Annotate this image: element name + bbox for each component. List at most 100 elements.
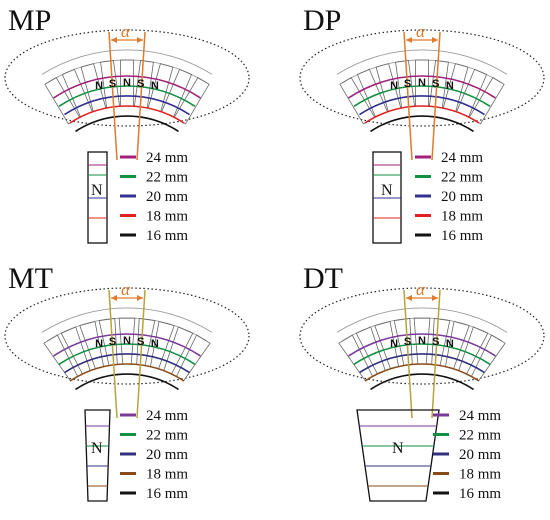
alpha-boundary-line	[136, 31, 146, 161]
magnet-n-label: N	[392, 440, 404, 457]
legend-label: 20 mm	[146, 447, 188, 463]
legend-label: 16 mm	[146, 228, 188, 244]
radius-arc-20mm	[64, 353, 190, 374]
pole-label: N	[418, 335, 426, 347]
pole-label: N	[151, 80, 159, 92]
magnet-block	[338, 334, 374, 382]
legend-label: 18 mm	[146, 467, 188, 483]
pole-label: S	[432, 78, 439, 90]
magnet-n-label: N	[381, 182, 393, 199]
pole-label: S	[137, 78, 144, 90]
magnet-block	[470, 334, 506, 382]
pole-label: N	[95, 338, 103, 350]
radius-arc-20mm	[64, 95, 190, 116]
alpha-boundary-line	[431, 289, 441, 419]
panel-title: MT	[8, 262, 53, 295]
legend-item: 24 mm	[120, 408, 188, 424]
legend-item: 22 mm	[433, 428, 501, 444]
magnet-cross-section	[87, 151, 108, 244]
pole-label: N	[123, 335, 131, 347]
radius-arc-16mm	[370, 373, 474, 391]
alpha-boundary-line	[403, 31, 413, 161]
radius-arc-24mm	[53, 75, 201, 99]
magnet-cross-section	[84, 409, 111, 502]
legend-label: 20 mm	[441, 189, 483, 205]
radius-arc-18mm	[364, 363, 480, 382]
legend-label: 24 mm	[459, 408, 501, 424]
alpha-arrowhead	[406, 295, 412, 301]
pole-label: S	[137, 336, 144, 348]
legend-label: 22 mm	[146, 170, 188, 186]
legend-label: 18 mm	[459, 467, 501, 483]
legend-item: 16 mm	[120, 228, 188, 244]
legend-item: 22 mm	[415, 170, 483, 186]
boundary-ellipse	[4, 29, 250, 127]
legend-item: 18 mm	[433, 467, 501, 483]
legend-item: 24 mm	[120, 150, 188, 166]
legend-item: 20 mm	[120, 447, 188, 463]
legend-item: 22 mm	[120, 428, 188, 444]
magnet-block	[44, 77, 81, 125]
radius-arc-20mm	[359, 353, 485, 374]
boundary-ellipse	[4, 287, 250, 385]
stator-outline-arc	[336, 307, 508, 333]
legend-label: 22 mm	[441, 170, 483, 186]
legend-item: 24 mm	[433, 408, 501, 424]
legend-label: 20 mm	[459, 447, 501, 463]
magnet-cross-section	[372, 151, 402, 244]
radius-arc-22mm	[58, 85, 196, 107]
radius-arc-16mm	[75, 115, 179, 133]
radius-arc-22mm	[58, 343, 196, 365]
alpha-boundary-line	[108, 289, 118, 419]
pole-label: S	[109, 78, 116, 90]
radius-arc-24mm	[348, 75, 496, 99]
boundary-ellipse	[299, 287, 545, 385]
alpha-arrowhead	[432, 295, 438, 301]
radius-arc-22mm	[353, 85, 491, 107]
legend-item: 16 mm	[415, 228, 483, 244]
alpha-label: α	[121, 280, 131, 299]
pole-label: N	[446, 80, 454, 92]
pole-label: S	[109, 336, 116, 348]
magnet-block	[173, 77, 210, 125]
legend-item: 20 mm	[120, 189, 188, 205]
radius-arc-20mm	[359, 95, 485, 116]
magnet-block	[175, 334, 211, 382]
legend-label: 18 mm	[146, 209, 188, 225]
stator-outline-arc	[41, 49, 213, 75]
legend-label: 16 mm	[146, 486, 188, 502]
pole-label: N	[390, 338, 398, 350]
pole-label: N	[390, 80, 398, 92]
alpha-arrowhead	[111, 295, 117, 301]
legend-label: 18 mm	[441, 209, 483, 225]
legend-label: 20 mm	[146, 189, 188, 205]
alpha-boundary-line	[108, 31, 118, 161]
legend-label: 22 mm	[459, 428, 501, 444]
legend-label: 24 mm	[146, 150, 188, 166]
alpha-arrowhead	[137, 295, 143, 301]
alpha-boundary-line	[403, 289, 413, 419]
magnet-block	[43, 334, 79, 382]
legend-item: 16 mm	[120, 486, 188, 502]
pole-label: S	[432, 336, 439, 348]
radius-arc-24mm	[348, 333, 496, 357]
legend-label: 16 mm	[441, 228, 483, 244]
legend-label: 22 mm	[146, 428, 188, 444]
magnet-block	[468, 77, 505, 125]
legend-item: 22 mm	[120, 170, 188, 186]
radius-arc-24mm	[53, 333, 201, 357]
panel-title: DT	[303, 262, 343, 295]
legend-item: 18 mm	[120, 209, 188, 225]
magnet-block	[339, 77, 376, 125]
legend-item: 24 mm	[415, 150, 483, 166]
magnet-n-label: N	[91, 440, 103, 457]
radius-arc-16mm	[75, 373, 179, 391]
pole-label: S	[404, 336, 411, 348]
stator-outline-arc	[336, 49, 508, 75]
pole-label: N	[418, 77, 426, 89]
legend-item: 20 mm	[433, 447, 501, 463]
